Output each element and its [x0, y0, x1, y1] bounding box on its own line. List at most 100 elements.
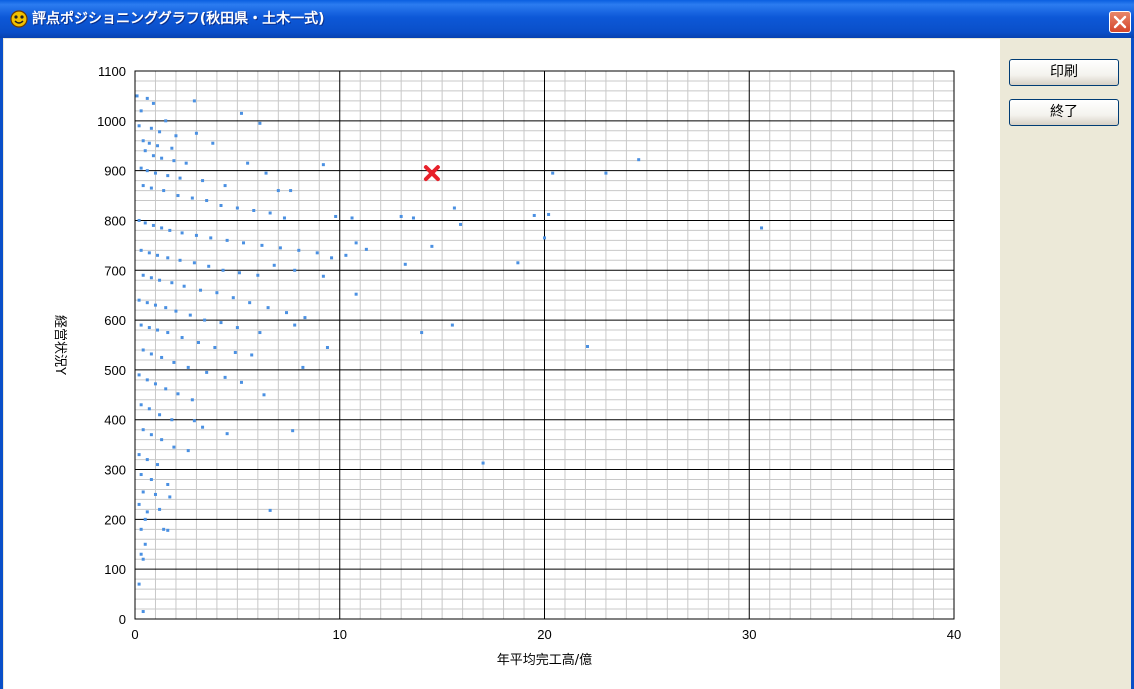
data-point	[194, 233, 198, 237]
exit-button[interactable]: 終了	[1009, 99, 1119, 126]
data-point	[178, 176, 182, 180]
data-point	[168, 495, 172, 499]
data-point	[231, 296, 235, 300]
data-point	[321, 274, 325, 278]
data-point	[156, 328, 160, 332]
data-point	[141, 428, 145, 432]
data-point	[203, 318, 207, 322]
data-point	[237, 271, 241, 275]
data-point	[239, 111, 243, 115]
data-point	[137, 298, 141, 302]
data-point	[137, 124, 141, 128]
data-point	[264, 171, 268, 175]
data-point	[158, 130, 162, 134]
data-point	[225, 238, 229, 242]
data-point	[143, 517, 147, 521]
data-point	[158, 278, 162, 282]
data-point	[199, 288, 203, 292]
data-point	[276, 189, 280, 193]
data-point	[258, 331, 262, 335]
highlight-marker	[423, 165, 440, 182]
close-button[interactable]	[1109, 11, 1131, 33]
data-point	[151, 154, 155, 158]
data-point	[209, 236, 213, 240]
data-point	[291, 429, 295, 433]
data-point	[192, 419, 196, 423]
chart-panel: 0 10 20 30 40 0 100 200 300 400 500 600 700 800 900 100…	[4, 39, 1000, 689]
data-point	[147, 251, 151, 255]
data-point	[186, 449, 190, 453]
data-point	[170, 281, 174, 285]
data-point	[151, 101, 155, 105]
data-point	[170, 146, 174, 150]
data-point	[139, 473, 143, 477]
data-point	[760, 226, 764, 230]
data-point	[303, 316, 307, 320]
data-point	[239, 380, 243, 384]
data-point	[145, 96, 149, 100]
data-point	[158, 507, 162, 511]
data-point	[172, 445, 176, 449]
data-point	[180, 336, 184, 340]
data-point	[147, 141, 151, 145]
data-point	[233, 350, 237, 354]
data-point	[145, 169, 149, 173]
print-button[interactable]: 印刷	[1009, 59, 1119, 86]
data-point	[141, 557, 145, 561]
data-point	[166, 528, 170, 532]
data-point	[149, 186, 153, 190]
scatter-chart: 0 10 20 30 400100200300400500600700800900100…	[52, 64, 961, 668]
data-point	[201, 425, 205, 429]
data-point	[141, 490, 145, 494]
data-point	[266, 306, 270, 310]
data-point	[153, 382, 157, 386]
x-tick-label: 0	[131, 627, 138, 642]
data-point	[176, 194, 180, 198]
window-frame-left	[0, 38, 3, 689]
plot-border	[134, 70, 955, 620]
x-tick-label: 20	[537, 627, 551, 642]
data-point	[268, 211, 272, 215]
data-point	[137, 453, 141, 457]
data-point	[178, 258, 182, 262]
data-point	[551, 171, 555, 175]
y-tick-label: 100	[104, 562, 126, 577]
data-point	[213, 345, 217, 349]
data-point	[160, 226, 164, 230]
data-point	[156, 253, 160, 257]
data-point	[137, 373, 141, 377]
data-point	[145, 378, 149, 382]
y-tick-label: 0	[119, 612, 126, 627]
title-bar[interactable]: 評点ポジショニンググラフ(秋田県・土木一式)	[0, 0, 1134, 38]
data-point	[147, 407, 151, 411]
data-point	[141, 273, 145, 277]
data-point	[145, 458, 149, 462]
data-point	[211, 141, 215, 145]
data-point	[321, 163, 325, 167]
data-point	[219, 204, 223, 208]
data-point	[344, 253, 348, 257]
data-point	[285, 311, 289, 315]
data-point	[141, 348, 145, 352]
data-point	[164, 119, 168, 123]
app-face-icon	[10, 10, 28, 28]
data-point	[158, 413, 162, 417]
data-point	[141, 610, 145, 614]
data-point	[364, 247, 368, 251]
data-point	[139, 109, 143, 113]
data-point	[137, 582, 141, 586]
y-axis-label: 経営状況Y	[52, 315, 67, 375]
data-point	[278, 246, 282, 250]
data-point	[188, 313, 192, 317]
data-point	[145, 301, 149, 305]
data-point	[205, 199, 209, 203]
data-point	[186, 365, 190, 369]
data-point	[170, 418, 174, 422]
data-point	[293, 323, 297, 327]
data-point	[350, 216, 354, 220]
data-point	[139, 403, 143, 407]
data-point	[149, 433, 153, 437]
data-point	[354, 292, 358, 296]
data-point	[190, 398, 194, 402]
